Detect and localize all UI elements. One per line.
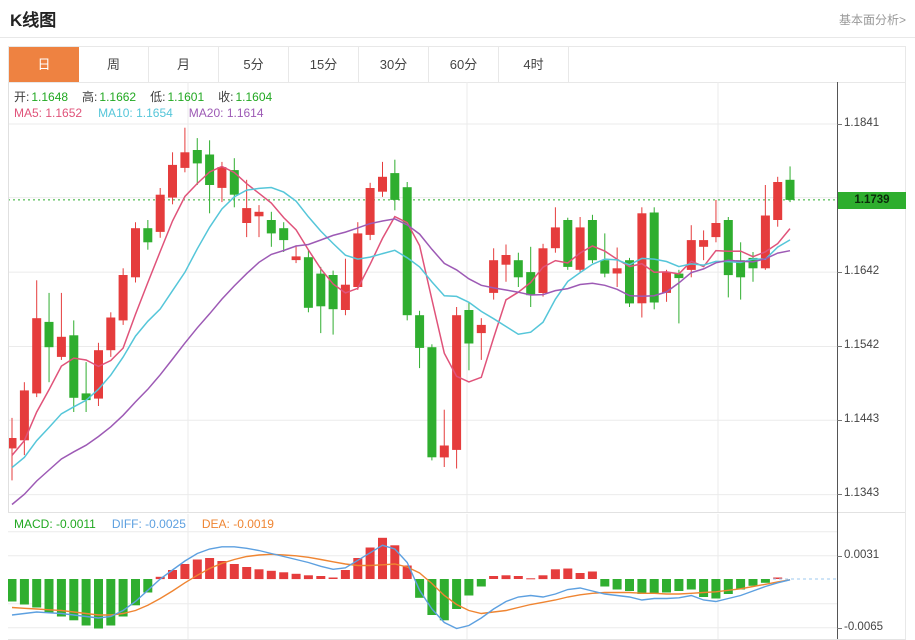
fundamental-analysis-link[interactable]: 基本面分析> [838, 13, 906, 27]
tab-60分[interactable]: 60分 [429, 47, 499, 82]
ma5-pair: MA5: 1.1652 [14, 106, 82, 120]
open-value: 1.1648 [31, 89, 69, 104]
axis-tick [837, 272, 842, 273]
ma10-label: MA10: [98, 106, 133, 120]
close-label: 收: [218, 90, 234, 104]
ma10-value: 1.1654 [136, 106, 173, 120]
page-title: K线图 [10, 11, 57, 30]
widget-right-border [905, 46, 906, 640]
panel-separator [8, 512, 905, 513]
tab-日[interactable]: 日 [9, 47, 79, 82]
axis-label: 0.0031 [844, 549, 880, 561]
header-divider [0, 37, 915, 38]
candlestick-chart[interactable] [8, 82, 837, 513]
axis-tick [837, 420, 842, 421]
axis-label: -0.0065 [844, 621, 884, 633]
dea-value: -0.0019 [233, 517, 274, 531]
tab-4时[interactable]: 4时 [499, 47, 569, 82]
diff-value: -0.0025 [145, 517, 186, 531]
macd-chart[interactable] [8, 514, 837, 640]
axis-tick [837, 628, 842, 629]
macd-label: MACD: [14, 517, 53, 531]
axis-label: 1.1542 [844, 339, 880, 351]
ma20-label: MA20: [188, 106, 224, 120]
dea-pair: DEA: -0.0019 [202, 517, 274, 531]
diff-label: DIFF: [111, 517, 142, 531]
axis-tick [837, 556, 842, 557]
ma20-value: 1.1614 [226, 106, 264, 120]
close-value: 1.1604 [235, 89, 273, 104]
ma5-value: 1.1652 [45, 106, 83, 120]
macd-value: -0.0011 [56, 517, 96, 531]
macd-info: MACD: -0.0011 DIFF: -0.0025 DEA: -0.0019 [14, 517, 290, 531]
current-price-badge: 1.1739 [838, 192, 906, 209]
axis-label: 1.1343 [844, 487, 880, 499]
dea-label: DEA: [201, 517, 230, 531]
low-value: 1.1601 [167, 89, 205, 104]
tab-周[interactable]: 周 [79, 47, 149, 82]
axis-label: 1.1841 [844, 117, 880, 129]
price-axis-line [837, 82, 838, 640]
tab-15分[interactable]: 15分 [289, 47, 359, 82]
ohlc-info: 开: 1.1648 高: 1.1662 低: 1.1601 收: 1.1604 [14, 88, 286, 105]
axis-tick [837, 124, 842, 125]
tab-30分[interactable]: 30分 [359, 47, 429, 82]
open-label: 开: [14, 90, 30, 104]
axis-tick [837, 346, 842, 347]
diff-pair: DIFF: -0.0025 [112, 517, 186, 531]
low-label: 低: [150, 90, 166, 104]
plot-left-border [8, 82, 9, 512]
ma5-label: MA5: [14, 106, 43, 120]
axis-tick [837, 494, 842, 495]
tab-5分[interactable]: 5分 [219, 47, 289, 82]
high-value: 1.1662 [99, 89, 137, 104]
axis-label: 1.1642 [844, 265, 880, 277]
ma20-pair: MA20: 1.1614 [189, 106, 264, 120]
macd-pair: MACD: -0.0011 [14, 517, 96, 531]
ma10-pair: MA10: 1.1654 [98, 106, 173, 120]
ma-info: MA5: 1.1652 MA10: 1.1654 MA20: 1.1614 [14, 106, 280, 120]
tab-月[interactable]: 月 [149, 47, 219, 82]
high-label: 高: [82, 90, 98, 104]
period-tabbar: 日周月 5分 15分 30分 60分 4时 [8, 46, 906, 83]
axis-label: 1.1443 [844, 413, 880, 425]
